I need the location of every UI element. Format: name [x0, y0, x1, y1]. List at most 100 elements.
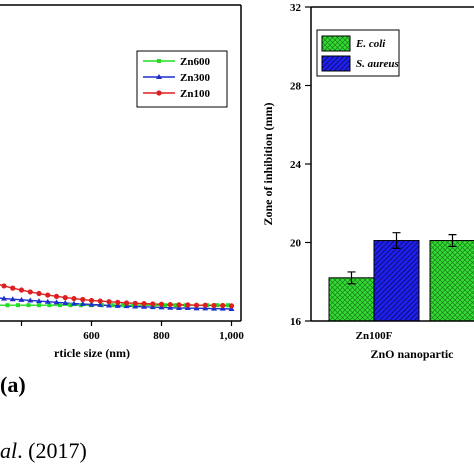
data-point-zn300	[44, 298, 51, 304]
legend-entries: Zn600 Zn300 Zn100	[143, 56, 210, 100]
data-point-zn100	[220, 302, 226, 309]
data-point-zn100	[62, 295, 68, 301]
data-point-zn100	[97, 298, 103, 304]
citation-italic: al	[0, 438, 18, 463]
x-axis-title: rticle size (nm)	[54, 346, 130, 360]
x-axis-title: ZnO nanopartic	[370, 347, 454, 361]
data-point-zn100	[123, 300, 130, 306]
data-point-zn100	[150, 301, 156, 307]
data-point-zn300	[167, 304, 174, 310]
data-point-zn300	[1, 295, 7, 301]
data-point-zn600	[58, 303, 62, 308]
data-point-zn300	[79, 300, 86, 306]
data-point-zn600	[16, 303, 20, 308]
data-point-zn300	[202, 305, 209, 311]
data-point-zn300	[149, 304, 156, 310]
data-point-zn300	[62, 299, 69, 305]
data-point-zn300	[123, 303, 130, 309]
data-point-zn300	[71, 300, 77, 306]
category-label: Zn100F	[356, 330, 393, 342]
zone-of-inhibition-bar-chart: 16 20 24 28 32 Zn100F Zone of inhibition (mm…	[261, 2, 474, 361]
error-bar-s-aureus	[392, 232, 401, 249]
x-ticks-group: 600 800 1,000	[20, 321, 244, 342]
data-point-zn300	[228, 305, 235, 311]
data-point-zn600	[26, 303, 31, 308]
data-point-zn100	[71, 295, 77, 302]
data-point-zn600	[110, 303, 115, 308]
data-point-zn100	[45, 292, 51, 298]
legend-label-e-coli: E. coli	[355, 38, 386, 50]
data-point-zn100	[132, 300, 138, 306]
data-point-zn100	[36, 290, 42, 297]
data-point-zn300	[184, 305, 191, 311]
data-point-zn100	[88, 297, 95, 304]
bars-group	[328, 232, 474, 322]
data-point-zn100	[18, 287, 25, 293]
legend-label-zn300: Zn300	[180, 72, 210, 84]
data-point-zn100	[158, 301, 165, 307]
data-point-zn300	[219, 305, 226, 311]
data-point-zn300	[158, 304, 165, 310]
data-point-zn600	[226, 303, 230, 308]
y-tick-label: 20	[290, 238, 302, 250]
data-point-zn300	[211, 305, 217, 311]
data-point-zn100	[193, 302, 200, 308]
data-point-zn600	[163, 303, 167, 308]
data-point-zn600	[5, 303, 10, 308]
x-tick-label: 800	[153, 330, 170, 342]
legend-entries: E. coli S. aureus	[321, 35, 399, 72]
data-point-zn300	[27, 297, 34, 303]
data-point-zn100	[176, 302, 182, 308]
data-point-zn300	[36, 298, 42, 304]
data-point-zn100	[80, 296, 86, 303]
y-tick-label: 32	[290, 2, 302, 14]
y-axis-title: Zone of inhibition (mm)	[261, 102, 275, 225]
legend-label-zn600: Zn600	[180, 56, 210, 68]
data-point-zn300	[176, 305, 182, 311]
data-point-zn100	[53, 293, 60, 299]
y-tick-label: 28	[290, 81, 302, 93]
x-tick-label: 1,000	[219, 330, 244, 342]
category-labels-group: Zn100F	[356, 330, 393, 342]
series-line-zn100	[0, 284, 232, 307]
legend-label-zn100: Zn100	[180, 88, 210, 100]
data-point-zn300	[106, 302, 112, 308]
data-point-zn300	[88, 301, 95, 307]
line-markers-group	[1, 283, 235, 311]
legend-marker-zn600	[157, 59, 161, 63]
data-point-zn300	[193, 305, 200, 311]
y-tick-label: 16	[290, 316, 302, 328]
particle-size-line-chart: 600 800 1,000 rticle size (nm) Zn600Zn300Z…	[0, 4, 244, 360]
panel-label: (a)	[0, 372, 26, 397]
legend-marker-zn100	[156, 90, 162, 96]
legend-swatch-s-aureus	[321, 55, 351, 72]
data-point-zn100	[211, 302, 217, 309]
citation-year: . (2017)	[17, 438, 87, 463]
legend-marker-zn300	[156, 74, 162, 79]
y-ticks-group: 16 20 24 28 32	[290, 2, 311, 328]
legend-swatch-e-coli	[321, 35, 351, 52]
y-tick-label: 24	[290, 159, 302, 171]
data-point-zn300	[18, 296, 25, 302]
citation: al. (2017)	[0, 438, 87, 464]
data-point-zn600	[173, 303, 178, 308]
data-point-zn100	[1, 283, 7, 289]
data-point-zn600	[68, 303, 73, 308]
bar-s-aureus	[373, 240, 420, 322]
data-point-zn100	[167, 301, 173, 308]
data-point-zn300	[9, 296, 16, 302]
data-point-zn600	[121, 303, 125, 308]
data-point-zn300	[114, 302, 121, 308]
data-point-zn100	[202, 302, 208, 308]
bar-e-coli	[429, 240, 474, 322]
legend-label-s-aureus: S. aureus	[356, 58, 399, 70]
error-bar-e-coli	[347, 271, 356, 285]
data-point-zn100	[228, 303, 235, 309]
legend: Zn600 Zn300 Zn100	[136, 50, 228, 108]
data-point-zn600	[215, 303, 220, 308]
data-point-zn600	[47, 303, 52, 308]
data-point-zn100	[185, 302, 191, 308]
error-bar-e-coli	[448, 234, 457, 248]
data-point-zn100	[106, 299, 112, 305]
